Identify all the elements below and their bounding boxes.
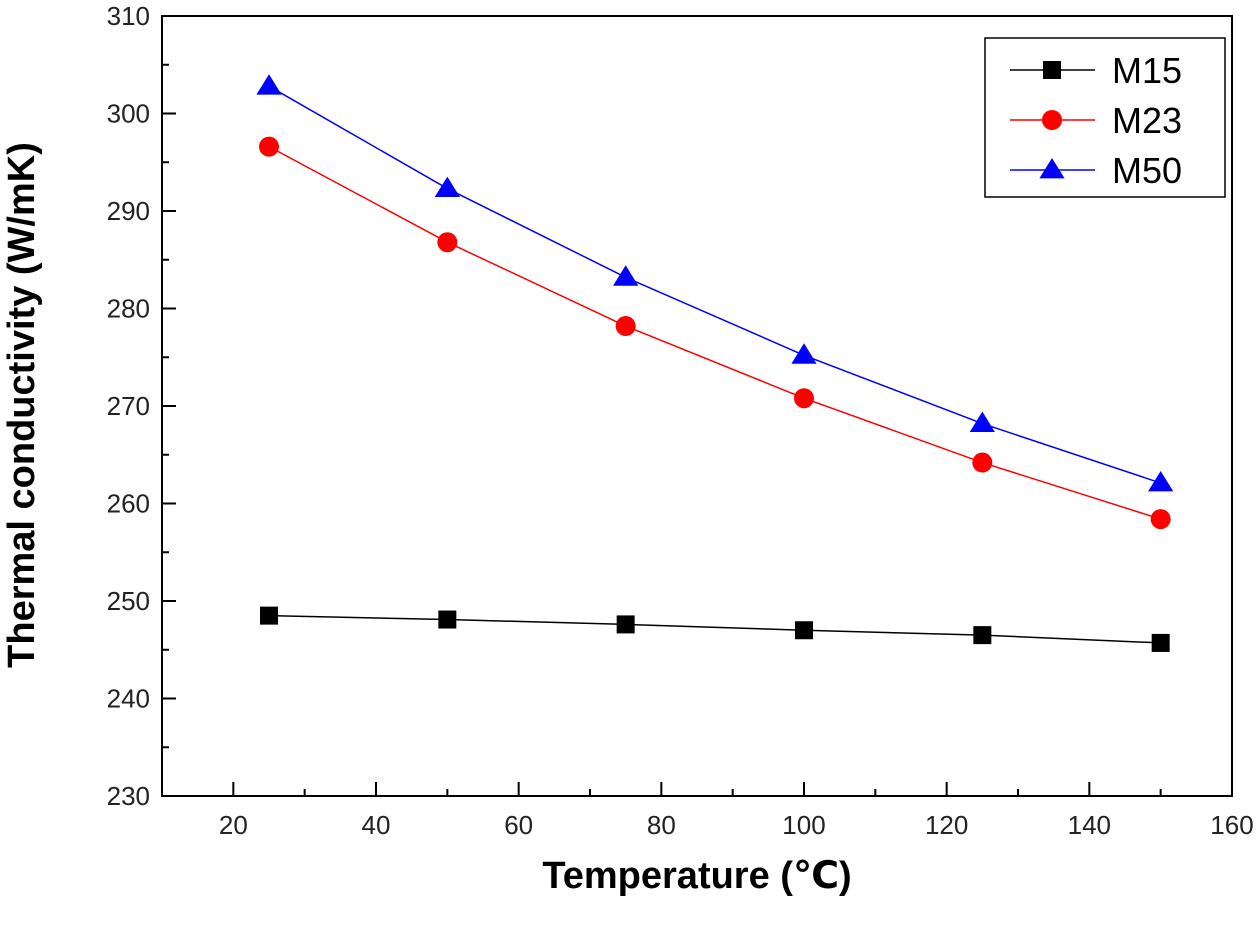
data-point-m50: [613, 265, 639, 286]
series-line-m50: [268, 85, 1161, 484]
data-point-m23: [972, 452, 993, 473]
data-point-m15: [973, 626, 992, 645]
series-line-m15: [268, 614, 1161, 644]
y-axis-ticks: 230 240 250 260 270 280 290 300 310: [107, 1, 176, 811]
legend-marker-m50: [1039, 158, 1065, 179]
series-m23: [259, 136, 1171, 530]
data-point-m50: [434, 176, 460, 197]
x-tick-label: 40: [362, 810, 391, 840]
y-tick-label: 260: [107, 489, 150, 519]
data-point-m23: [1150, 509, 1171, 530]
data-point-m50: [791, 343, 817, 364]
data-point-m15: [616, 615, 635, 634]
x-axis-ticks: 20 40 60 80 100 120 140 160: [219, 782, 1254, 840]
data-point-m23: [437, 232, 458, 253]
legend-item-m15: M15: [1010, 50, 1182, 91]
data-point-m15: [795, 621, 813, 640]
legend-label-m23: M23: [1112, 100, 1182, 141]
legend: M15 M23 M50: [984, 37, 1226, 198]
x-tick-label: 20: [219, 810, 248, 840]
legend-box: [984, 37, 1226, 198]
series-layer: [256, 74, 1174, 652]
series-m15: [260, 606, 1170, 652]
x-tick-label: 160: [1210, 810, 1253, 840]
legend-label-m50: M50: [1112, 150, 1182, 191]
data-point-m15: [438, 610, 457, 629]
y-tick-label: 270: [107, 391, 150, 421]
x-tick-label: 60: [504, 810, 533, 840]
legend-marker-m23: [1042, 110, 1062, 130]
legend-item-m23: M23: [1010, 100, 1182, 141]
y-tick-label: 290: [107, 196, 150, 226]
x-tick-label: 100: [782, 810, 825, 840]
data-point-m15: [260, 606, 278, 625]
y-tick-label: 280: [107, 294, 150, 324]
data-point-m23: [615, 316, 636, 337]
y-tick-label: 300: [107, 99, 150, 129]
legend-marker-m15: [1043, 61, 1061, 79]
legend-label-m15: M15: [1112, 50, 1182, 91]
x-tick-label: 80: [647, 810, 676, 840]
data-point-m15: [1151, 633, 1170, 652]
series-line-m23: [268, 145, 1161, 520]
x-axis-title: Temperature (℃): [542, 855, 851, 897]
y-tick-label: 230: [107, 781, 150, 811]
legend-item-m50: M50: [1010, 150, 1182, 191]
y-tick-label: 250: [107, 586, 150, 616]
y-tick-label: 240: [107, 684, 150, 714]
x-tick-label: 140: [1068, 810, 1111, 840]
series-m50: [256, 74, 1174, 492]
data-point-m23: [794, 388, 814, 409]
y-axis-title: Thermal conductivity (W/mK): [1, 142, 43, 668]
x-tick-label: 120: [925, 810, 968, 840]
data-point-m23: [259, 136, 279, 157]
data-point-m50: [969, 411, 995, 432]
y-tick-label: 310: [107, 1, 150, 31]
data-point-m50: [1148, 471, 1174, 492]
data-point-m50: [256, 74, 282, 95]
